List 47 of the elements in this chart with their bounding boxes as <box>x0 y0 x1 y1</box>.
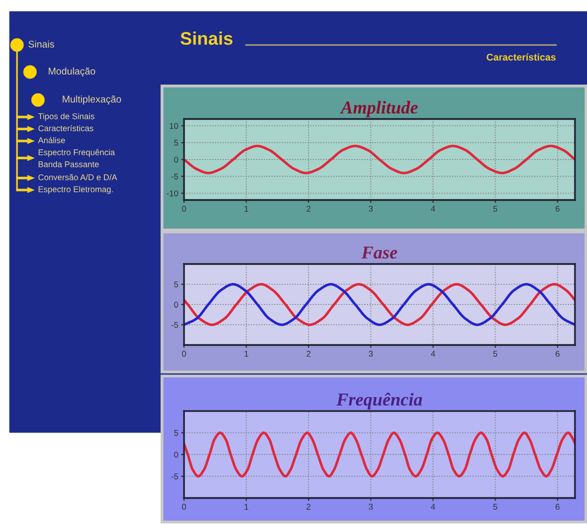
text: Características <box>38 125 94 132</box>
x-tick-label: 1 <box>244 504 248 510</box>
text: Tipos de Sinais <box>38 113 94 121</box>
y-tick-label: -5 <box>171 322 178 328</box>
y-tick-label: 5 <box>174 282 178 288</box>
text: Sinais <box>180 32 232 45</box>
y-tick-label: -5 <box>171 474 178 480</box>
y-tick-label: 5 <box>174 140 178 146</box>
y-tick-label: 10 <box>170 122 178 129</box>
text: Espectro Frequência <box>38 149 115 157</box>
x-tick-label: 6 <box>556 206 560 212</box>
text: Análise <box>38 137 65 144</box>
x-tick-label: 4 <box>430 350 436 357</box>
y-tick-label: 0 <box>174 302 178 308</box>
y-tick-label: -10 <box>166 190 178 196</box>
x-tick-label: 4 <box>430 504 436 510</box>
y-tick-label: 0 <box>174 452 178 458</box>
x-tick-label: 0 <box>182 350 186 357</box>
x-tick-label: 6 <box>556 350 560 357</box>
x-tick-label: 4 <box>430 206 436 212</box>
y-tick-label: 0 <box>174 156 178 163</box>
x-tick-label: 0 <box>182 206 186 212</box>
y-tick-label: -5 <box>171 174 178 180</box>
x-tick-label: 2 <box>306 206 310 212</box>
text: Banda Passante <box>38 161 99 168</box>
x-tick-label: 2 <box>306 350 310 357</box>
x-tick-label: 1 <box>244 350 248 357</box>
text: Sinais <box>28 40 54 48</box>
x-tick-label: 2 <box>306 504 310 510</box>
x-tick-label: 6 <box>556 504 560 510</box>
x-tick-label: 5 <box>493 350 498 357</box>
text: Características <box>486 53 556 61</box>
x-tick-label: 3 <box>368 504 373 510</box>
text: Espectro Eletromag. <box>38 186 113 194</box>
x-tick-label: 5 <box>493 206 498 212</box>
x-tick-label: 3 <box>368 206 373 212</box>
y-tick-label: 5 <box>174 430 178 436</box>
text: Multiplexação <box>62 95 122 105</box>
x-tick-label: 3 <box>368 350 373 357</box>
text: Modulação <box>48 67 96 77</box>
chart-title: Frequência <box>336 392 422 410</box>
chart-title: Fase <box>361 246 398 259</box>
text: Conversão A/D e D/A <box>38 174 118 180</box>
x-tick-label: 0 <box>182 504 186 510</box>
chart-title: Amplitude <box>340 100 418 118</box>
x-tick-label: 1 <box>244 206 248 212</box>
x-tick-label: 5 <box>493 504 498 510</box>
